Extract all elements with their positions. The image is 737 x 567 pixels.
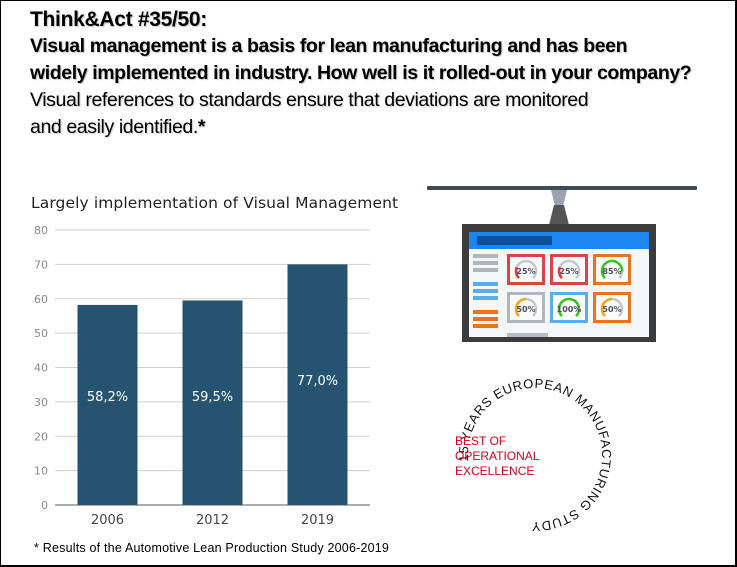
bar: [182, 300, 243, 505]
x-tick-label: 2019: [301, 513, 334, 528]
badge-line-1: BEST OF: [455, 434, 507, 448]
gauge-label: 25%: [516, 267, 535, 276]
headline-line-1: Visual management is a basis for lean ma…: [30, 35, 628, 57]
gauge-tile: 85%: [593, 254, 631, 285]
sidebar-line: [473, 254, 498, 258]
data-label: 77,0%: [297, 374, 338, 389]
gauge-label: 25%: [559, 267, 578, 276]
data-label: 59,5%: [192, 390, 233, 405]
gauge-tile: 100%: [550, 292, 588, 323]
subtext-line-2-text: and easily identified.: [30, 116, 198, 138]
gauge-arc: [514, 266, 520, 279]
sidebar-line: [473, 324, 498, 328]
y-tick-label: 50: [34, 327, 48, 340]
page-title: Think&Act #35/50:: [30, 8, 207, 31]
gauge-label: 100%: [557, 305, 582, 314]
y-tick-label: 30: [34, 396, 48, 409]
subtext-line-1: Visual references to standards ensure th…: [30, 89, 589, 111]
screen-header-bar: [469, 232, 649, 249]
bar: [287, 264, 348, 505]
y-tick-label: 20: [34, 430, 48, 443]
bar: [77, 304, 138, 505]
screen-header-title-block: [477, 236, 552, 245]
sidebar-line: [473, 296, 498, 300]
gauge-tile: 50%: [593, 292, 631, 323]
gauge-arc: [600, 297, 613, 317]
monitor-mount-lower: [549, 205, 569, 225]
gauge-label: 50%: [516, 305, 535, 314]
header: Think&Act #35/50: Visual management is a…: [30, 6, 730, 141]
sidebar-line: [473, 261, 498, 265]
data-label: 58,2%: [87, 390, 128, 405]
y-tick-label: 60: [34, 293, 48, 306]
sidebar-line: [473, 317, 498, 321]
gauge-arc: [557, 297, 581, 317]
badge-line-2: OPERATIONAL: [455, 449, 540, 463]
x-tick-label: 2006: [91, 513, 124, 528]
y-tick-label: 10: [34, 465, 48, 478]
monitor-ceiling-rail: [427, 186, 697, 190]
sidebar-line: [473, 289, 498, 293]
sidebar-line: [473, 310, 498, 314]
y-tick-label: 0: [41, 499, 48, 512]
subtext-line-2: and easily identified.*: [30, 114, 730, 141]
gauge-arc: [600, 259, 624, 279]
gauge-tile: 50%: [507, 292, 545, 323]
gauge-arc: [557, 266, 563, 279]
y-tick-label: 80: [34, 224, 48, 237]
headline-line-2: widely implemented in industry. How well…: [30, 62, 692, 84]
monitor-mount-upper: [551, 190, 567, 206]
anniversary-badge: 15 YEARS EUROPEAN MANUFACTURING STUDY: [445, 365, 625, 545]
monitor-screen: 25% 25% 85% 50% 100% 50%: [469, 232, 649, 337]
x-tick-label: 2012: [196, 513, 229, 528]
y-tick-label: 40: [34, 362, 48, 375]
gauge-tile: 25%: [507, 254, 545, 285]
gauge-arc: [514, 297, 527, 317]
gauge-label: 85%: [602, 267, 621, 276]
badge-line-3: EXCELLENCE: [455, 464, 535, 478]
footnote: * Results of the Automotive Lean Product…: [34, 541, 390, 555]
badge-inner-text: BEST OF OPERATIONAL EXCELLENCE: [455, 434, 539, 479]
gauge-label: 50%: [602, 305, 621, 314]
dashboard-monitor-illustration: 25% 25% 85% 50% 100% 50%: [462, 224, 656, 342]
screen-footer-bar: [507, 333, 548, 337]
y-tick-label: 70: [34, 258, 48, 271]
footnote-marker: *: [197, 116, 206, 138]
gauge-tile: 25%: [550, 254, 588, 285]
sidebar-line: [473, 268, 498, 272]
sidebar-line: [473, 282, 498, 286]
chart-title: Largely implementation of Visual Managem…: [31, 194, 399, 212]
